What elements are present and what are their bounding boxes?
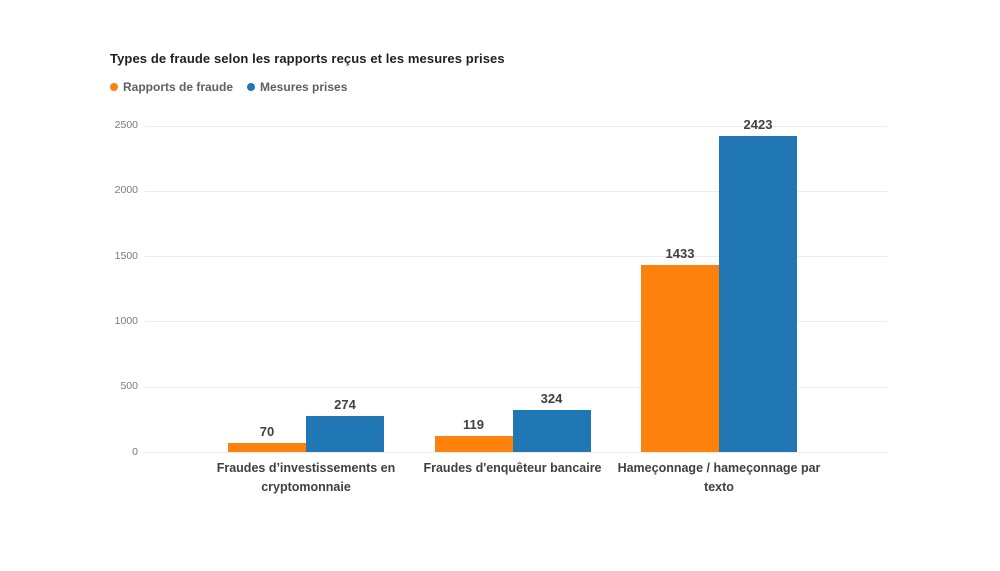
y-tick-label: 2000	[114, 184, 138, 197]
bar-value-label: 274	[334, 397, 356, 413]
bar-value-label: 1433	[665, 245, 695, 261]
gridline	[145, 191, 887, 192]
category-label: Fraudes d’investissements en cryptomonna…	[216, 461, 396, 494]
bar-value-label: 2423	[743, 116, 773, 132]
category-label: Fraudes d'enquêteur bancaire	[423, 461, 602, 475]
legend-dot-icon	[110, 83, 118, 91]
legend-dot-icon	[247, 83, 256, 91]
legend-item-mesures-prises[interactable]: Mesures prises	[247, 80, 347, 94]
bar-series1-category2[interactable]	[719, 135, 797, 452]
legend: Rapports de fraude Mesures prises	[110, 80, 347, 94]
bar-value-label: 70	[259, 423, 275, 439]
bar-value-label: 119	[463, 417, 484, 433]
gridline	[145, 321, 887, 322]
y-tick-label: 1000	[114, 314, 138, 327]
y-tick-label: 2500	[114, 119, 138, 131]
bar-series1-category1[interactable]	[512, 409, 591, 452]
legend-item-rapports-de-fraude[interactable]: Rapports de fraude	[110, 80, 233, 94]
bar-series0-category1[interactable]	[434, 436, 513, 452]
gridline	[145, 387, 887, 388]
bar-series0-category2[interactable]	[641, 264, 719, 452]
gridline	[145, 256, 887, 257]
bar-series0-category0[interactable]	[228, 442, 306, 452]
gridline	[145, 126, 887, 127]
legend-label-mesures-prises: Mesures prises	[260, 80, 348, 94]
y-tick-label: 500	[120, 380, 138, 393]
gridline	[145, 452, 887, 453]
y-tick-label: 0	[132, 445, 138, 458]
y-tick-label: 1500	[114, 249, 138, 262]
chart-title: Types de fraude selon les rapports reçus…	[110, 51, 505, 66]
bar-value-label: 324	[540, 390, 563, 406]
legend-label-rapports-de-fraude: Rapports de fraude	[123, 80, 234, 94]
category-label: Hameçonnage / hameçonnage par texto	[617, 461, 821, 494]
bar-series1-category0[interactable]	[306, 416, 384, 452]
